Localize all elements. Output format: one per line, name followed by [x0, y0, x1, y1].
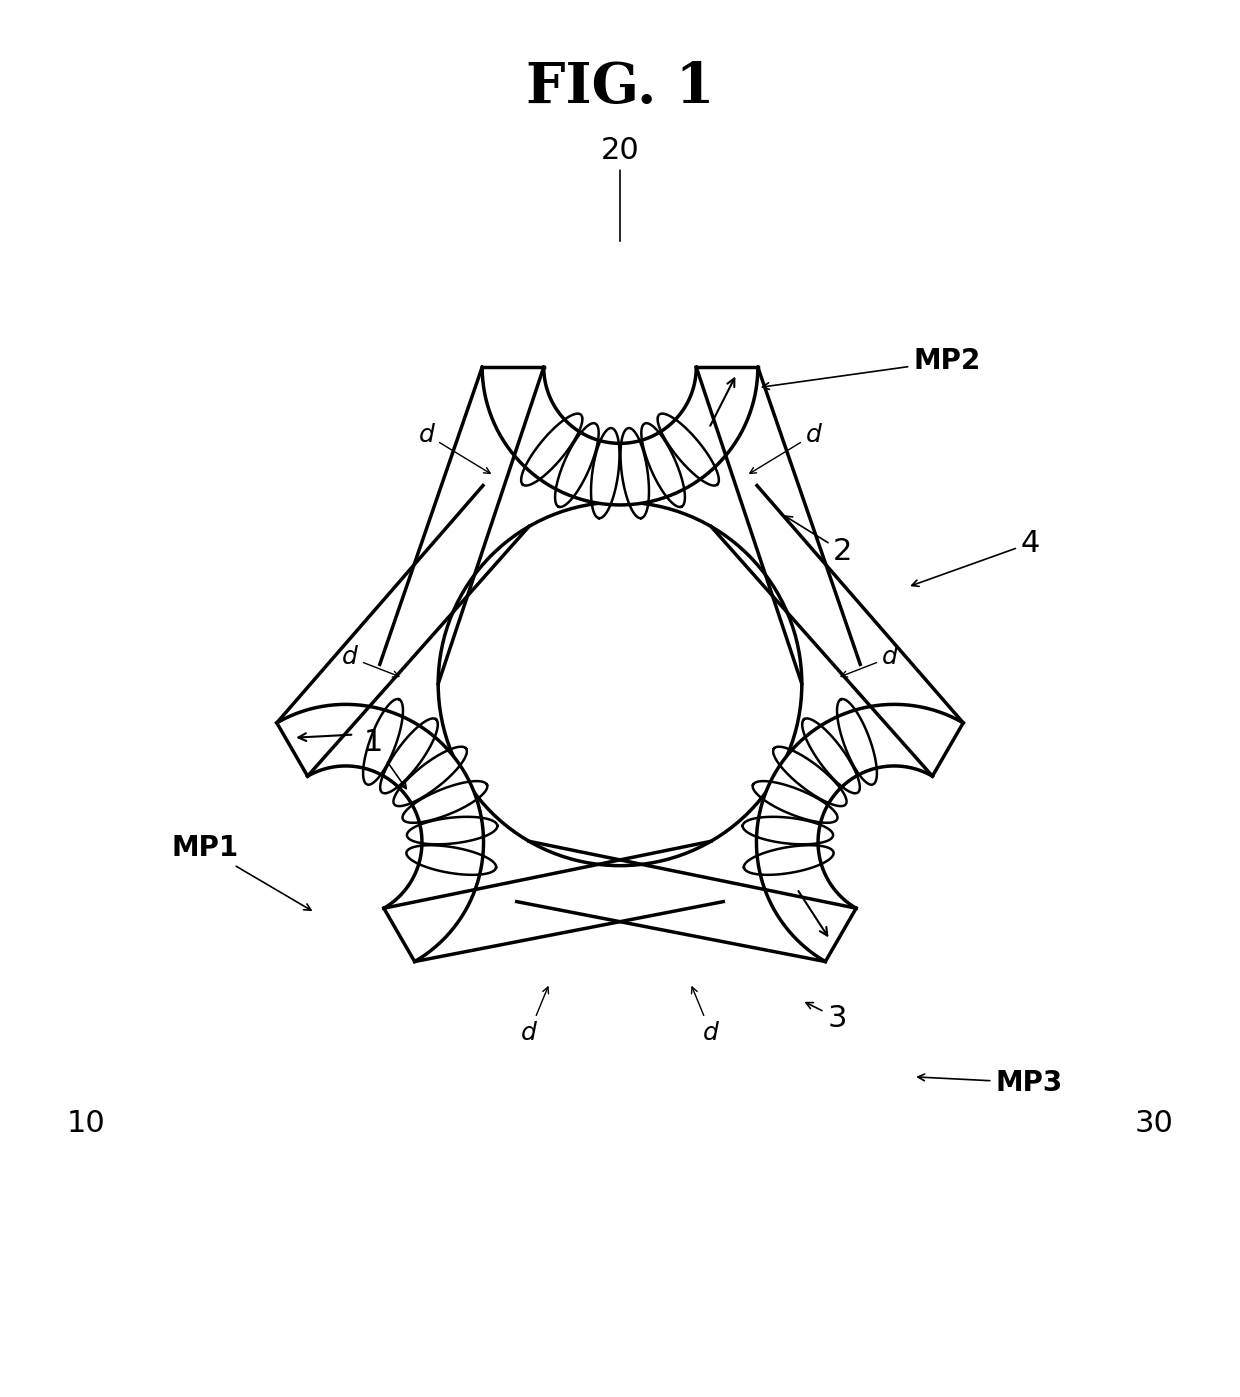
Text: 1: 1 [365, 728, 407, 788]
Text: d: d [841, 645, 898, 678]
Text: d: d [342, 645, 399, 678]
Text: MP2: MP2 [763, 348, 981, 390]
Text: d: d [692, 986, 719, 1045]
Text: MP3: MP3 [918, 1069, 1063, 1097]
Text: d: d [750, 422, 821, 474]
Text: FIG. 1: FIG. 1 [526, 60, 714, 115]
Text: 4: 4 [911, 528, 1040, 587]
Circle shape [438, 502, 802, 866]
Text: d: d [419, 422, 490, 474]
Text: 10: 10 [67, 1109, 105, 1139]
Polygon shape [756, 704, 963, 961]
Text: 20: 20 [600, 136, 640, 242]
Text: MP1: MP1 [171, 834, 311, 911]
Text: 3: 3 [806, 1003, 847, 1032]
Text: d: d [521, 986, 548, 1045]
Polygon shape [482, 367, 758, 504]
Text: 2: 2 [785, 517, 853, 566]
Text: 30: 30 [1135, 1109, 1173, 1139]
Polygon shape [277, 704, 484, 961]
